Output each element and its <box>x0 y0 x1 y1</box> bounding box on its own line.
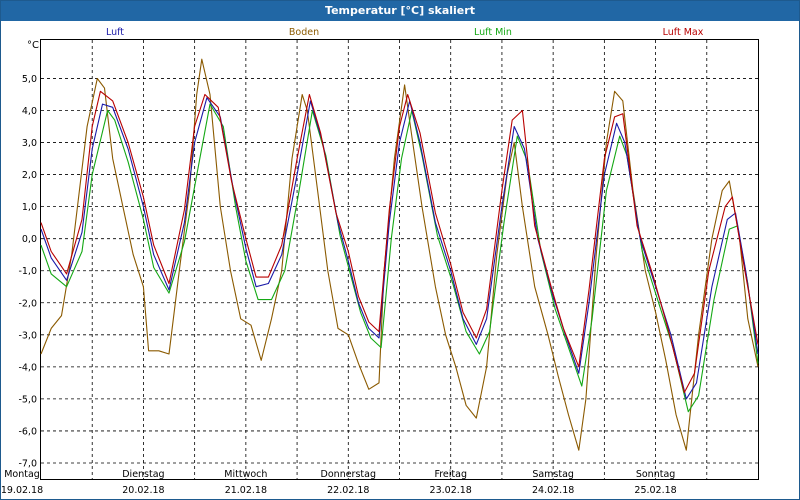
y-tick-label: -2,0 <box>18 298 37 309</box>
y-axis-label: °C <box>27 40 39 51</box>
chart-area: °C 5,0 4,0 3,0 2,0 1,0 0,0 -1,0 -2,0 -3,0 -4,0 -5,… <box>1 27 759 496</box>
legend-entry: Luft <box>106 27 124 38</box>
legend-entry: Luft Min <box>474 27 512 38</box>
x-day-label: Mittwoch <box>224 469 267 480</box>
y-tick-label: -7,0 <box>18 458 37 469</box>
series-line-boden <box>40 58 759 451</box>
y-tick-labels: 5,0 4,0 3,0 2,0 1,0 0,0 -1,0 -2,0 -3,0 -4,0 -5,0 -6… <box>18 74 37 470</box>
legend: Luft Boden Luft Min Luft Max <box>106 27 704 38</box>
x-day-label: Sonntag <box>636 469 675 480</box>
x-day-label: Freitag <box>434 469 467 480</box>
chart-title: Temperatur [°C] skaliert <box>1 1 799 21</box>
series-line-luft-max <box>40 90 759 394</box>
x-date-label: 24.02.18 <box>532 485 574 496</box>
y-tick-label: 4,0 <box>22 106 37 117</box>
x-date-label: 20.02.18 <box>122 485 164 496</box>
y-tick-label: 1,0 <box>22 202 37 213</box>
x-day-label: Montag <box>4 469 40 480</box>
x-date-label: 22.02.18 <box>327 485 369 496</box>
x-date-label: 23.02.18 <box>430 485 472 496</box>
x-date-label: 21.02.18 <box>225 485 267 496</box>
y-tick-label: -6,0 <box>18 426 37 437</box>
y-tick-label: 2,0 <box>22 170 37 181</box>
y-tick-label: 3,0 <box>22 138 37 149</box>
y-tick-label: 0,0 <box>22 234 37 245</box>
y-tick-label: -5,0 <box>18 394 37 405</box>
x-date-label: 19.02.18 <box>1 485 43 496</box>
plot-border <box>40 39 759 480</box>
series-lines <box>40 58 759 451</box>
x-date-label: 25.02.18 <box>634 485 676 496</box>
x-day-label: Samstag <box>532 469 574 480</box>
y-tick-label: -3,0 <box>18 330 37 341</box>
y-tick-label: -1,0 <box>18 266 37 277</box>
grid <box>41 40 758 479</box>
x-day-label: Dienstag <box>122 469 164 480</box>
x-tick-labels: Montag 19.02.18 Dienstag 20.02.18 Mittwoch 21… <box>1 469 677 496</box>
legend-entry: Luft Max <box>663 27 704 38</box>
y-tick-label: -4,0 <box>18 362 37 373</box>
legend-entry: Boden <box>289 27 319 38</box>
x-day-label: Donnerstag <box>321 469 376 480</box>
y-tick-label: 5,0 <box>22 74 37 85</box>
